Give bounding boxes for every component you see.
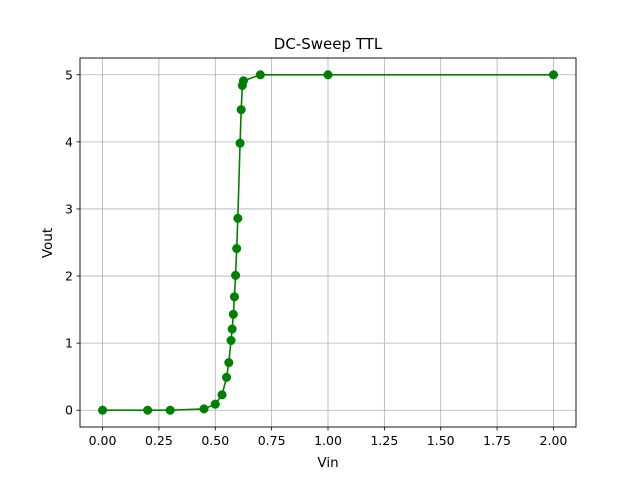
y-tick-label: 3 (65, 201, 73, 216)
x-tick-label: 1.00 (314, 433, 342, 448)
tick-layer: 0.00 0.25 0.50 0.75 1.00 1.25 1.50 1.75 2.00 0 1 2 3… (65, 67, 567, 448)
data-point-marker (238, 76, 249, 86)
data-point-marker (236, 105, 246, 115)
x-tick-label: 0.00 (89, 433, 117, 448)
data-point-marker (221, 372, 232, 382)
data-point-marker (226, 335, 236, 346)
data-point-marker (224, 358, 234, 368)
data-point-marker (210, 399, 220, 409)
data-point-marker (143, 405, 153, 415)
y-tick-label: 1 (65, 336, 73, 351)
data-point-marker (229, 292, 239, 302)
data-point-marker (232, 243, 242, 254)
x-axis-label: Vin (317, 455, 338, 471)
y-axis-label: Vout (40, 228, 56, 258)
data-point-marker (231, 270, 241, 280)
data-point-marker (228, 309, 238, 319)
data-point-marker (165, 405, 175, 415)
grid-layer (80, 58, 576, 427)
data-point-marker (97, 405, 108, 415)
data-point-marker (233, 213, 243, 223)
x-tick-label: 1.50 (427, 433, 455, 448)
data-point-marker (227, 324, 237, 334)
data-point-marker (235, 138, 245, 148)
chart-title: DC-Sweep TTL (274, 35, 383, 53)
y-tick-label: 5 (65, 67, 73, 82)
y-tick-label: 2 (65, 269, 73, 284)
y-tick-label: 4 (65, 134, 73, 149)
x-tick-label: 1.75 (483, 433, 511, 448)
data-point-marker (217, 390, 227, 400)
series-layer (97, 70, 559, 415)
x-tick-label: 1.25 (370, 433, 398, 448)
data-point-marker (199, 404, 209, 414)
x-tick-label: 0.25 (145, 433, 173, 448)
data-point-marker (548, 70, 559, 80)
data-point-marker (323, 70, 333, 80)
data-point-marker (255, 70, 265, 80)
x-tick-label: 2.00 (540, 433, 568, 448)
x-tick-label: 0.50 (201, 433, 229, 448)
y-tick-label: 0 (65, 403, 73, 418)
x-tick-label: 0.75 (258, 433, 286, 448)
